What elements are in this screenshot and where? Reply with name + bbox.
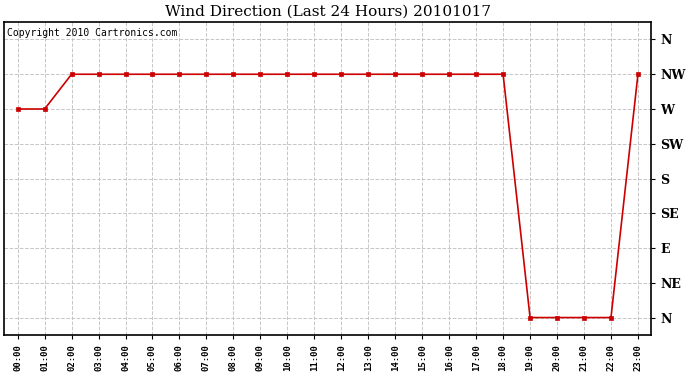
Text: Copyright 2010 Cartronics.com: Copyright 2010 Cartronics.com [8, 28, 178, 38]
Title: Wind Direction (Last 24 Hours) 20101017: Wind Direction (Last 24 Hours) 20101017 [165, 4, 491, 18]
